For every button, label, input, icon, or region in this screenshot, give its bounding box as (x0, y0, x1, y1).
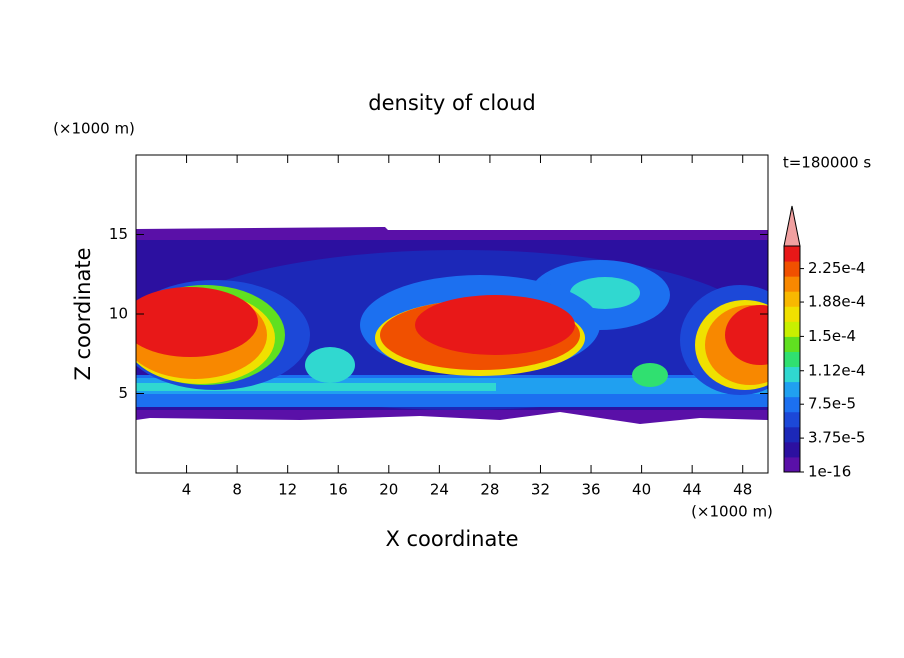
chart-title: density of cloud (368, 91, 535, 115)
x-tick-label: 20 (379, 481, 398, 499)
colorbar-band (784, 441, 800, 458)
colorbar-band (784, 276, 800, 292)
x-tick-label: 16 (329, 481, 348, 499)
colorbar-band (784, 306, 800, 322)
x-tick-label: 48 (733, 481, 752, 499)
colorbar-band (784, 351, 800, 368)
colorbar-band (784, 291, 800, 307)
colorbar-label: 2.25e-4 (808, 259, 866, 277)
contour-field (136, 227, 768, 424)
time-annotation: t=180000 s (783, 154, 871, 172)
colorbar-label: 1.5e-4 (808, 327, 856, 345)
colorbar-band (784, 366, 800, 383)
colorbar-band (784, 456, 800, 473)
colorbar-extend (783, 205, 801, 247)
colorbar-band (784, 261, 800, 277)
y-axis-label: Z coordinate (71, 247, 95, 380)
colorbar-band (784, 426, 800, 443)
x-tick-label: 40 (632, 481, 651, 499)
colorbar-label: 1e-16 (808, 463, 851, 481)
colorbar-label: 7.5e-5 (808, 395, 856, 413)
colorbar-band (784, 411, 800, 428)
x-tick-label: 36 (581, 481, 600, 499)
y-tick-label: 5 (118, 384, 128, 402)
x-tick-label: 24 (430, 481, 449, 499)
colorbar-band (784, 396, 800, 413)
x-tick-label: 28 (480, 481, 499, 499)
colorbar-label: 1.88e-4 (808, 293, 866, 311)
colorbar-label: 1.12e-4 (808, 361, 866, 379)
colorbar-band (784, 381, 800, 398)
colorbar-label: 3.75e-5 (808, 429, 866, 447)
colorbar-band (784, 246, 800, 262)
x-unit: (×1000 m) (691, 503, 773, 521)
y-tick-label: 15 (109, 225, 128, 243)
colorbar-band (784, 336, 800, 352)
x-tick-label: 32 (531, 481, 550, 499)
y-unit: (×1000 m) (53, 120, 135, 138)
x-axis-label: X coordinate (385, 527, 518, 551)
y-tick-label: 10 (109, 305, 128, 323)
colorbar-frame (783, 245, 801, 473)
x-tick-label: 4 (182, 481, 192, 499)
x-tick-label: 8 (232, 481, 242, 499)
x-tick-label: 12 (278, 481, 297, 499)
colorbar-band (784, 321, 800, 337)
x-tick-label: 44 (683, 481, 702, 499)
